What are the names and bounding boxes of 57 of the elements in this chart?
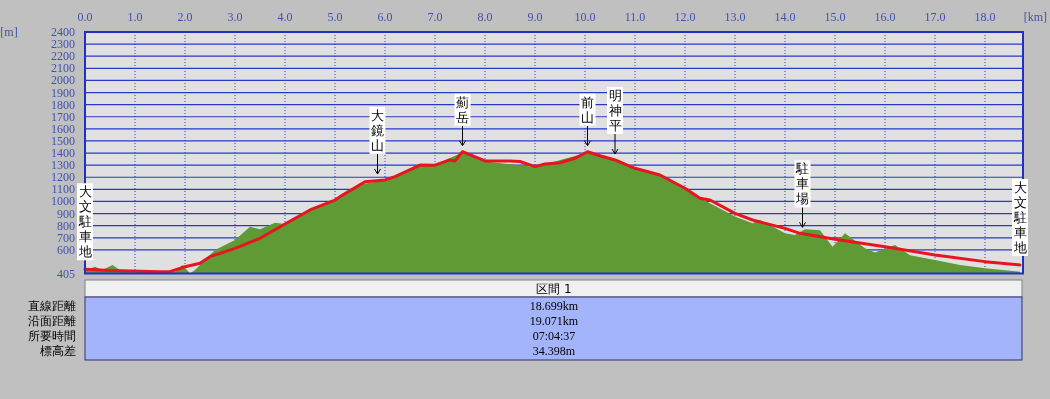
x-axis-title: [km] bbox=[1023, 10, 1047, 24]
annotation: 薊岳 bbox=[456, 94, 469, 125]
x-tick-label: 13.0 bbox=[724, 10, 746, 24]
x-tick-label: 1.0 bbox=[127, 10, 143, 24]
x-tick-label: 16.0 bbox=[874, 10, 896, 24]
x-tick-label: 3.0 bbox=[227, 10, 243, 24]
x-tick-label: 12.0 bbox=[674, 10, 696, 24]
text: 34.398m bbox=[532, 344, 576, 358]
y-tick-label: 1000 bbox=[51, 194, 75, 209]
y-tick-label: 2100 bbox=[51, 61, 75, 76]
y-tick-label: 2400 bbox=[51, 25, 75, 39]
y-tick-label: 800 bbox=[57, 218, 75, 233]
text: 07:04:37 bbox=[532, 329, 576, 343]
x-tick-label: 0.0 bbox=[77, 10, 93, 24]
x-tick-label: 14.0 bbox=[774, 10, 796, 24]
y-tick-label: 2000 bbox=[51, 73, 75, 88]
y-tick-label: 1700 bbox=[51, 109, 75, 124]
annotation: 大文駐車地 bbox=[77, 184, 92, 260]
text: 直線距離 bbox=[28, 299, 76, 313]
x-tick-label: 6.0 bbox=[377, 10, 393, 24]
text: 19.071km bbox=[529, 314, 579, 328]
y-tick-label: 1200 bbox=[51, 170, 75, 185]
x-tick-label: 9.0 bbox=[527, 10, 543, 24]
y-axis-title: [m] bbox=[0, 25, 18, 39]
x-tick-label: 15.0 bbox=[824, 10, 846, 24]
text: 標高差 bbox=[40, 344, 76, 358]
y-tick-label: 1300 bbox=[51, 158, 75, 173]
y-tick-label: 900 bbox=[57, 206, 75, 221]
text: 沿面距離 bbox=[28, 314, 76, 328]
y-tick-label: 1100 bbox=[51, 182, 75, 197]
annotation: 駐車場 bbox=[795, 161, 809, 207]
annotation: 大文駐車地 bbox=[1012, 179, 1027, 255]
x-tick-label: 11.0 bbox=[624, 10, 646, 24]
y-tick-label: 2300 bbox=[51, 37, 75, 52]
x-tick-label: 17.0 bbox=[924, 10, 946, 24]
y-tick-label: 1500 bbox=[51, 133, 75, 148]
x-tick-label: 10.0 bbox=[574, 10, 596, 24]
text: 所要時間 bbox=[28, 329, 76, 343]
text: 18.699km bbox=[529, 299, 579, 313]
y-tick-label: 1800 bbox=[51, 97, 75, 112]
x-tick-label: 4.0 bbox=[277, 10, 293, 24]
annotation: 前山 bbox=[581, 94, 594, 125]
y-tick-label: 405 bbox=[57, 266, 75, 281]
x-tick-label: 8.0 bbox=[477, 10, 493, 24]
y-tick-label: 1900 bbox=[51, 85, 75, 100]
annotation: 明神平 bbox=[608, 87, 622, 133]
y-tick-label: 600 bbox=[57, 242, 75, 257]
x-tick-label: 7.0 bbox=[427, 10, 443, 24]
text: 区間 1 bbox=[536, 282, 572, 296]
y-tick-label: 700 bbox=[57, 230, 75, 245]
y-tick-label: 1600 bbox=[51, 121, 75, 136]
y-tick-label: 1400 bbox=[51, 146, 75, 161]
annotation: 大鏡山 bbox=[371, 107, 384, 153]
x-tick-label: 5.0 bbox=[327, 10, 343, 24]
x-tick-label: 2.0 bbox=[177, 10, 193, 24]
x-tick-label: 18.0 bbox=[974, 10, 996, 24]
y-tick-label: 2200 bbox=[51, 49, 75, 64]
